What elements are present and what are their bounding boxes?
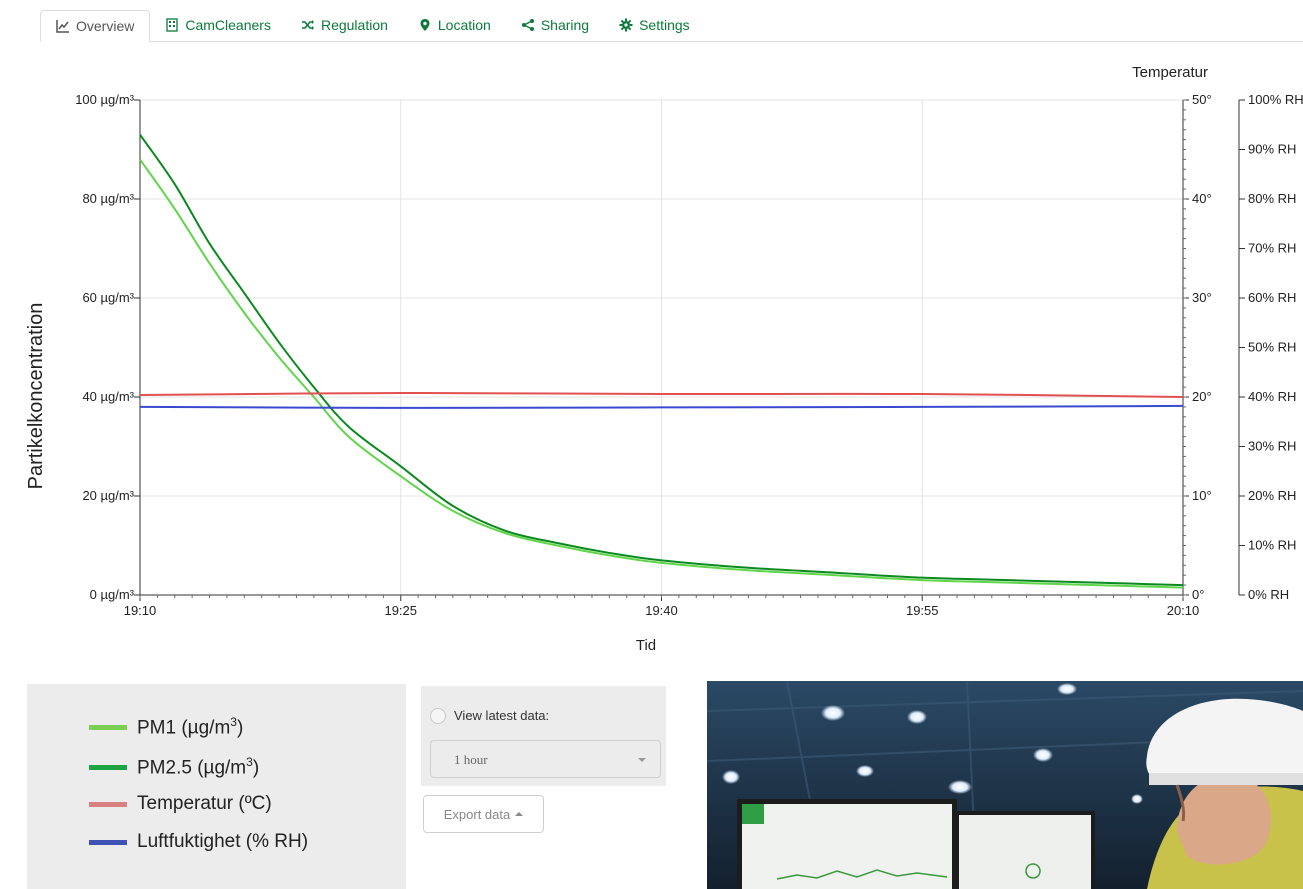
humidity-series-line (139, 404, 1184, 409)
temperature-series-line (139, 392, 1184, 398)
shuffle-icon (301, 18, 315, 32)
legend-item-humidity: Luftfuktighet (% RH) (89, 831, 308, 853)
y-tick-label: 20 µg/m³ (82, 488, 134, 503)
humidity-tick-label: 70% RH (1248, 241, 1296, 256)
legend-label: Temperatur (ºC) (137, 793, 272, 814)
tab-label: Location (437, 17, 491, 33)
legend-swatch (89, 801, 127, 807)
caret-up-icon (515, 812, 524, 816)
temperature-tick-label: 10° (1192, 488, 1212, 503)
x-tick-label: 19:40 (645, 603, 678, 618)
y-tick-label: 100 µg/m³ (75, 92, 134, 107)
time-range-select[interactable]: 1 hour (430, 740, 661, 778)
legend-label: Luftfuktighet (% RH) (137, 831, 309, 852)
humidity-tick-label: 90% RH (1248, 142, 1296, 157)
temperature-tick-label: 40° (1192, 191, 1212, 206)
y-tick-label: 40 µg/m³ (82, 389, 134, 404)
legend-panel: PM1 (µg/m3) PM2.5 (µg/m3) Temperatur (ºC… (27, 684, 406, 889)
x-tick-label: 20:10 (1167, 603, 1200, 618)
humidity-tick-label: 0% RH (1248, 587, 1289, 602)
legend-label: PM1 (µg/m3) (137, 715, 244, 739)
y-axis-label: Partikelkoncentration (25, 303, 47, 490)
temperature-axis-label: Temperatur (1132, 64, 1208, 81)
legend-item-temperature: Temperatur (ºC) (89, 793, 272, 815)
tab-settings[interactable]: Settings (604, 10, 705, 40)
caret-down-icon (638, 758, 646, 762)
temperature-tick-label: 20° (1192, 389, 1212, 404)
legend-swatch (89, 764, 127, 770)
export-data-button[interactable]: Export data (423, 795, 544, 833)
tab-regulation[interactable]: Regulation (286, 10, 403, 40)
tab-overview[interactable]: Overview (40, 10, 151, 42)
legend-swatch (89, 724, 127, 730)
map-marker-icon (418, 18, 432, 32)
building-icon (165, 18, 179, 32)
y-tick-label: 60 µg/m³ (82, 290, 134, 305)
legend-label: PM2.5 (µg/m3) (137, 755, 260, 779)
time-range-value: 1 hour (454, 752, 488, 767)
humidity-tick-label: 20% RH (1248, 488, 1296, 503)
pm1-series-line (139, 158, 1184, 589)
temperature-tick-label: 30° (1192, 290, 1212, 305)
legend-item-pm1: PM1 (µg/m3) (89, 715, 243, 739)
humidity-tick-label: 50% RH (1248, 340, 1296, 355)
tab-label: Sharing (540, 17, 590, 33)
humidity-tick-label: 60% RH (1248, 290, 1296, 305)
tab-bar: Overview CamCleaners Regulation Location… (40, 10, 1303, 42)
humidity-tick-label: 30% RH (1248, 439, 1296, 454)
line-chart-icon (56, 19, 70, 33)
tab-label: Regulation (320, 17, 388, 33)
tab-label: CamCleaners (185, 17, 271, 33)
air-quality-chart: 0 µg/m³ 20 µg/m³ 40 µg/m³ 60 µg/m³ 80 µg/m³ 1… (25, 64, 1303, 654)
y-tick-label: 0 µg/m³ (90, 587, 135, 602)
y-tick-label: 80 µg/m³ (82, 191, 134, 206)
legend-swatch (89, 839, 127, 845)
tab-camcleaners[interactable]: CamCleaners (150, 10, 286, 40)
temperature-tick-label: 0° (1192, 587, 1204, 602)
legend-item-pm25: PM2.5 (µg/m3) (89, 755, 259, 779)
pm25-series-line (139, 134, 1184, 587)
share-icon (521, 18, 535, 32)
view-latest-label: View latest data: (454, 708, 550, 723)
gear-icon (619, 18, 633, 32)
humidity-tick-label: 100% RH (1248, 92, 1303, 107)
tab-label: Settings (639, 17, 690, 33)
temperature-tick-label: 50° (1192, 92, 1212, 107)
x-axis-label: Tid (636, 637, 656, 654)
tab-location[interactable]: Location (403, 10, 506, 40)
x-tick-label: 19:25 (384, 603, 417, 618)
humidity-tick-label: 80% RH (1248, 191, 1296, 206)
humidity-tick-label: 40% RH (1248, 389, 1296, 404)
x-tick-label: 19:10 (124, 603, 157, 618)
x-tick-label: 19:55 (906, 603, 939, 618)
factory-worker-photo (707, 681, 1303, 889)
humidity-tick-label: 10% RH (1248, 538, 1296, 553)
view-latest-radio[interactable] (430, 708, 446, 724)
data-range-panel: View latest data: 1 hour (421, 686, 666, 786)
tab-label: Overview (76, 18, 135, 34)
export-label: Export data (443, 806, 511, 822)
tab-sharing[interactable]: Sharing (506, 10, 604, 40)
